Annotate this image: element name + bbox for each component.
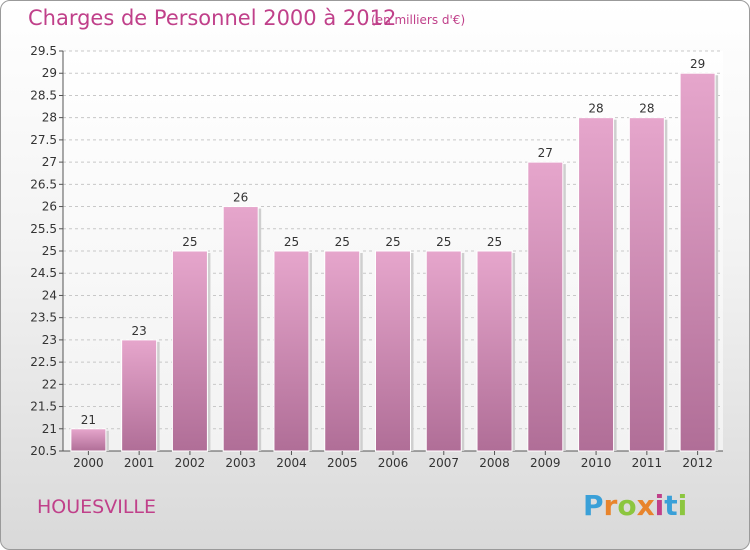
- logo-letter: t: [664, 489, 678, 522]
- y-tick-label: 20.5: [30, 444, 57, 458]
- chart-title: Charges de Personnel 2000 à 2012: [28, 6, 397, 30]
- data-label: 25: [487, 235, 502, 249]
- y-tick-label: 25: [42, 244, 57, 258]
- y-tick-label: 23: [42, 333, 57, 347]
- x-tick-label: 2003: [225, 456, 256, 470]
- bar: [171, 250, 208, 452]
- bar: [628, 117, 665, 452]
- bar: [476, 250, 513, 452]
- x-tick-label: 2000: [73, 456, 104, 470]
- data-label: 27: [538, 146, 553, 160]
- y-tick-label: 24: [42, 288, 57, 302]
- y-tick-label: 28: [42, 111, 57, 125]
- x-tick-label: 2001: [124, 456, 155, 470]
- y-tick-label: 21.5: [30, 400, 57, 414]
- y-tick-label: 23.5: [30, 311, 57, 325]
- data-label: 23: [132, 324, 147, 338]
- y-tick-label: 24.5: [30, 266, 57, 280]
- chart-subtitle: (en milliers d'€): [371, 13, 466, 27]
- data-label: 28: [639, 102, 654, 116]
- logo-letter: P: [583, 489, 604, 522]
- bar: [375, 250, 411, 452]
- x-tick-label: 2004: [276, 456, 307, 470]
- commune-name: HOUESVILLE: [37, 496, 156, 518]
- data-label: 25: [385, 235, 400, 249]
- bar: [273, 250, 310, 452]
- y-tick-label: 28.5: [30, 88, 57, 102]
- x-tick-label: 2008: [479, 456, 510, 470]
- x-tick-label: 2012: [682, 456, 713, 470]
- logo-letter: x: [636, 489, 655, 522]
- y-tick-label: 22: [42, 377, 57, 391]
- y-tick-label: 29.5: [30, 44, 57, 58]
- x-tick-label: 2007: [428, 456, 459, 470]
- x-tick-label: 2010: [581, 456, 612, 470]
- bar: [527, 161, 564, 452]
- y-tick-label: 29: [42, 66, 57, 80]
- bar: [679, 72, 716, 452]
- data-label: 21: [81, 413, 96, 427]
- x-tick-label: 2009: [530, 456, 561, 470]
- data-label: 29: [690, 57, 705, 71]
- data-label: 28: [588, 102, 603, 116]
- proxiti-logo: Proxiti: [583, 489, 687, 522]
- x-tick-label: 2002: [175, 456, 206, 470]
- data-label: 25: [436, 235, 451, 249]
- logo-letter: i: [654, 489, 665, 522]
- y-tick-label: 27: [42, 155, 57, 169]
- y-tick-label: 21: [42, 422, 57, 436]
- logo-letter: i: [677, 489, 688, 522]
- bar: [222, 206, 259, 452]
- bar: [70, 428, 107, 452]
- bar: [578, 117, 615, 452]
- data-label: 25: [335, 235, 350, 249]
- logo-letter: r: [603, 489, 618, 522]
- y-tick-label: 25.5: [30, 222, 57, 236]
- x-tick-label: 2011: [632, 456, 663, 470]
- y-tick-label: 22.5: [30, 355, 57, 369]
- x-tick-label: 2006: [378, 456, 409, 470]
- bar: [425, 250, 462, 452]
- bar: [324, 250, 361, 452]
- logo-letter: o: [617, 489, 637, 522]
- data-label: 25: [284, 235, 299, 249]
- y-tick-label: 27.5: [30, 133, 57, 147]
- data-label: 26: [233, 191, 248, 205]
- y-tick-label: 26.5: [30, 177, 57, 191]
- data-label: 25: [182, 235, 197, 249]
- bar: [121, 339, 158, 452]
- y-tick-label: 26: [42, 200, 57, 214]
- x-tick-label: 2005: [327, 456, 358, 470]
